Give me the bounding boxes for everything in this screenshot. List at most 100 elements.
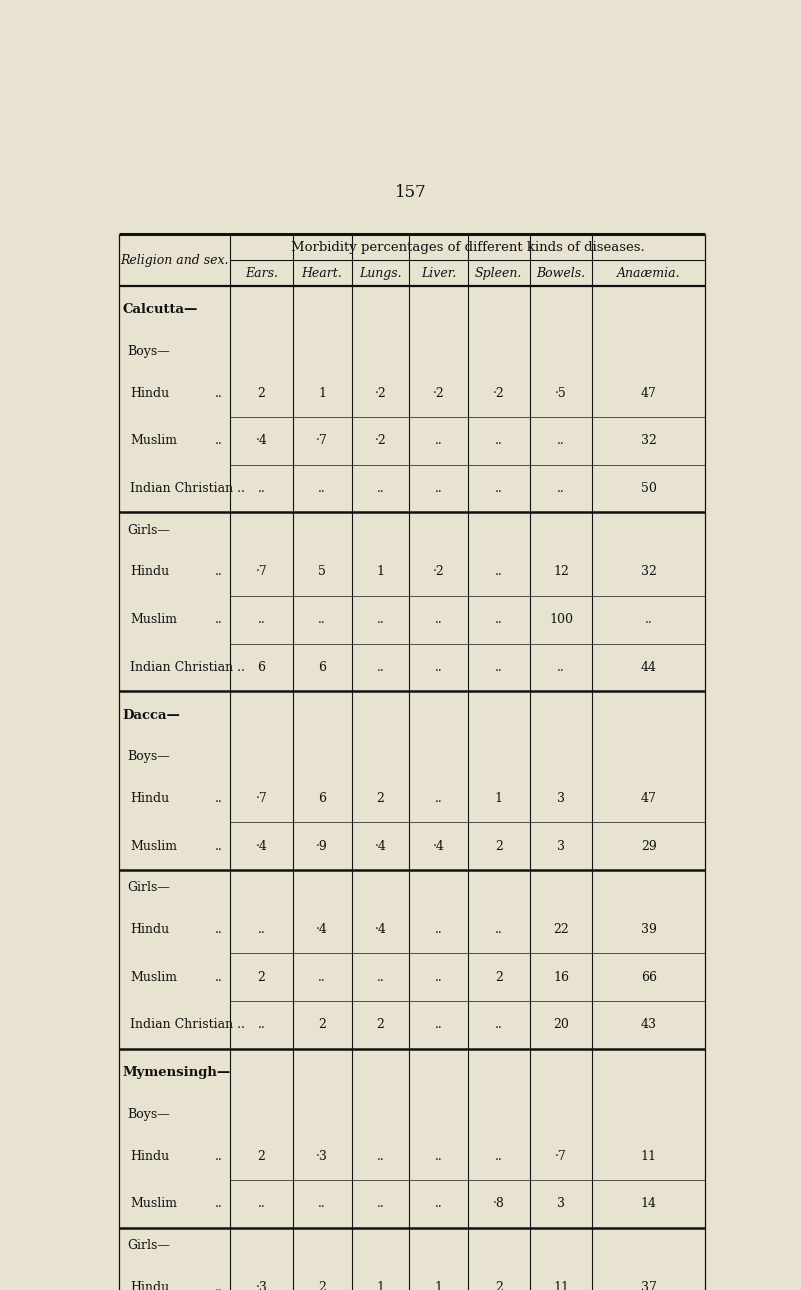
- Text: 2: 2: [495, 971, 502, 984]
- Text: ·2: ·2: [433, 565, 445, 578]
- Text: ..: ..: [435, 1197, 442, 1210]
- Text: 2: 2: [495, 840, 502, 853]
- Text: 39: 39: [641, 924, 657, 937]
- Text: 6: 6: [318, 792, 326, 805]
- Text: ·4: ·4: [256, 840, 268, 853]
- Text: Ears.: Ears.: [245, 267, 278, 280]
- Text: ..: ..: [495, 613, 502, 626]
- Text: Morbidity percentages of different kinds of diseases.: Morbidity percentages of different kinds…: [291, 241, 645, 254]
- Text: ·5: ·5: [555, 387, 567, 400]
- Text: Mymensingh—: Mymensingh—: [123, 1066, 231, 1080]
- Text: 66: 66: [641, 971, 657, 984]
- Text: 29: 29: [641, 840, 657, 853]
- Text: ·7: ·7: [555, 1149, 567, 1162]
- Text: 14: 14: [641, 1197, 657, 1210]
- Text: ·4: ·4: [256, 435, 268, 448]
- Text: ..: ..: [376, 660, 384, 673]
- Text: 2: 2: [258, 1149, 265, 1162]
- Text: Boys—: Boys—: [127, 1108, 170, 1121]
- Text: 50: 50: [641, 482, 657, 495]
- Text: Muslim: Muslim: [130, 840, 177, 853]
- Text: 16: 16: [553, 971, 569, 984]
- Text: Religion and sex.: Religion and sex.: [120, 254, 229, 267]
- Text: ..: ..: [435, 435, 442, 448]
- Text: ..: ..: [435, 482, 442, 495]
- Text: ..: ..: [495, 660, 502, 673]
- Text: ·4: ·4: [374, 840, 386, 853]
- Text: Muslim: Muslim: [130, 613, 177, 626]
- Text: Boys—: Boys—: [127, 751, 170, 764]
- Text: ..: ..: [557, 660, 565, 673]
- Text: ..: ..: [435, 1149, 442, 1162]
- Text: ·7: ·7: [256, 792, 268, 805]
- Text: ..: ..: [645, 613, 653, 626]
- Text: ..: ..: [258, 482, 265, 495]
- Text: Girls—: Girls—: [127, 524, 171, 537]
- Text: Liver.: Liver.: [421, 267, 456, 280]
- Text: ..: ..: [318, 482, 326, 495]
- Text: ..: ..: [435, 792, 442, 805]
- Text: 3: 3: [557, 792, 565, 805]
- Text: Muslim: Muslim: [130, 971, 177, 984]
- Text: Indian Christian ..: Indian Christian ..: [130, 1018, 245, 1032]
- Text: 1: 1: [434, 1281, 442, 1290]
- Text: ..: ..: [258, 1018, 265, 1032]
- Text: ·7: ·7: [316, 435, 328, 448]
- Text: 2: 2: [258, 387, 265, 400]
- Text: ..: ..: [495, 565, 502, 578]
- Text: ·4: ·4: [316, 924, 328, 937]
- Text: ·2: ·2: [493, 387, 505, 400]
- Text: Bowels.: Bowels.: [537, 267, 586, 280]
- Text: ..: ..: [258, 613, 265, 626]
- Text: Girls—: Girls—: [127, 881, 171, 894]
- Text: ..: ..: [215, 435, 223, 448]
- Text: 2: 2: [376, 792, 384, 805]
- Text: ..: ..: [495, 1149, 502, 1162]
- Text: 6: 6: [258, 660, 265, 673]
- Text: 1: 1: [376, 565, 384, 578]
- Text: ..: ..: [376, 971, 384, 984]
- Text: 12: 12: [553, 565, 569, 578]
- Text: ·3: ·3: [256, 1281, 268, 1290]
- Text: ..: ..: [557, 482, 565, 495]
- Text: ..: ..: [215, 924, 223, 937]
- Text: ·9: ·9: [316, 840, 328, 853]
- Text: ..: ..: [318, 1197, 326, 1210]
- Text: ·2: ·2: [375, 435, 386, 448]
- Text: 3: 3: [557, 840, 565, 853]
- Text: 1: 1: [495, 792, 503, 805]
- Text: ..: ..: [215, 387, 223, 400]
- Text: 43: 43: [641, 1018, 657, 1032]
- Text: 20: 20: [553, 1018, 569, 1032]
- Text: Calcutta—: Calcutta—: [123, 303, 198, 316]
- Text: ·8: ·8: [493, 1197, 505, 1210]
- Text: ..: ..: [258, 1197, 265, 1210]
- Text: 11: 11: [641, 1149, 657, 1162]
- Text: ..: ..: [258, 924, 265, 937]
- Text: ..: ..: [495, 435, 502, 448]
- Text: ..: ..: [318, 971, 326, 984]
- Text: ..: ..: [435, 1018, 442, 1032]
- Text: Hindu: Hindu: [130, 387, 169, 400]
- Text: ..: ..: [435, 613, 442, 626]
- Text: ..: ..: [215, 1149, 223, 1162]
- Text: ..: ..: [215, 1197, 223, 1210]
- Text: ·2: ·2: [433, 387, 445, 400]
- Text: ·7: ·7: [256, 565, 268, 578]
- Text: 100: 100: [549, 613, 573, 626]
- Text: 47: 47: [641, 387, 657, 400]
- Text: ..: ..: [215, 840, 223, 853]
- Text: ..: ..: [435, 924, 442, 937]
- Text: Hindu: Hindu: [130, 1149, 169, 1162]
- Text: Lungs.: Lungs.: [359, 267, 402, 280]
- Text: ..: ..: [495, 1018, 502, 1032]
- Text: ..: ..: [376, 482, 384, 495]
- Text: ..: ..: [495, 482, 502, 495]
- Text: Muslim: Muslim: [130, 1197, 177, 1210]
- Text: Hindu: Hindu: [130, 924, 169, 937]
- Text: ..: ..: [435, 971, 442, 984]
- Text: Spleen.: Spleen.: [475, 267, 522, 280]
- Text: Hindu: Hindu: [130, 1281, 169, 1290]
- Text: ·4: ·4: [374, 924, 386, 937]
- Text: Dacca—: Dacca—: [123, 708, 180, 721]
